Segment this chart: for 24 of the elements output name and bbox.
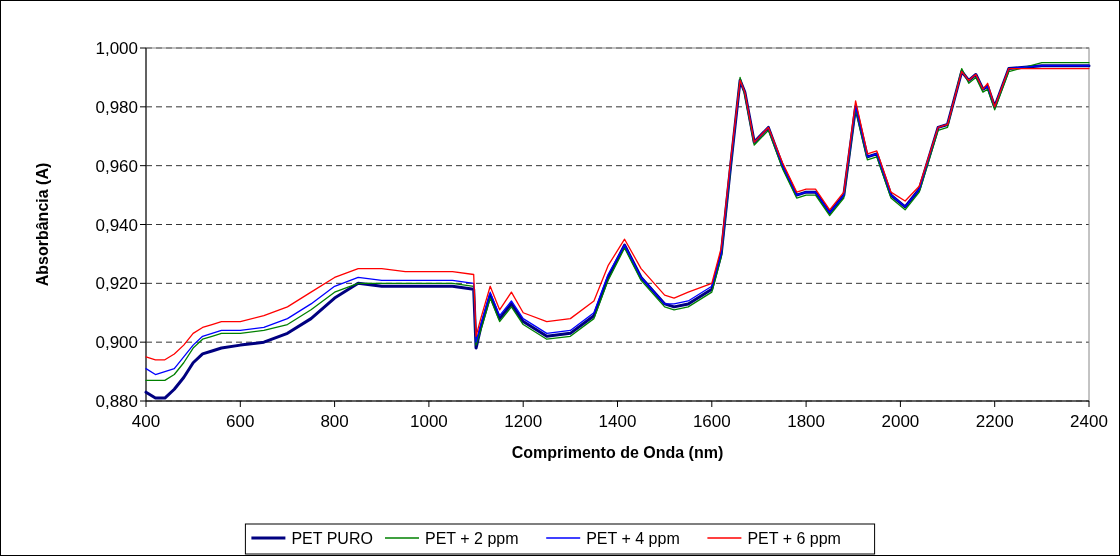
x-tick-label: 1200 — [504, 412, 543, 431]
legend-label: PET + 2 ppm — [425, 530, 519, 547]
x-tick-label: 800 — [320, 412, 349, 431]
y-tick-label: 0,940 — [95, 215, 138, 235]
x-tick-label: 1800 — [787, 412, 826, 431]
x-tick-label: 1600 — [692, 412, 731, 431]
y-axis-title: Absorbância (A) — [34, 162, 51, 287]
x-tick-label: 2000 — [881, 412, 920, 431]
x-tick-label: 400 — [131, 412, 161, 431]
y-tick-label: 0,900 — [95, 333, 138, 353]
x-axis-title: Comprimento de Onda (nm) — [511, 444, 724, 461]
x-tick-label: 600 — [226, 412, 255, 431]
y-tick-label: 0,960 — [95, 156, 138, 176]
y-tick-label: 0,920 — [95, 274, 138, 294]
legend-label: PET PURO — [291, 530, 373, 547]
y-tick-label: 0,980 — [95, 97, 138, 117]
x-tick-label: 1400 — [598, 412, 637, 431]
legend-label: PET + 6 ppm — [747, 530, 841, 547]
legend-label: PET + 4 ppm — [586, 530, 680, 547]
y-tick-label: 0,880 — [95, 392, 138, 411]
x-tick-label: 2200 — [975, 412, 1014, 431]
y-tick-label: 1,000 — [95, 39, 138, 58]
x-tick-label: 1000 — [409, 412, 448, 431]
x-tick-label: 2400 — [1070, 412, 1108, 431]
